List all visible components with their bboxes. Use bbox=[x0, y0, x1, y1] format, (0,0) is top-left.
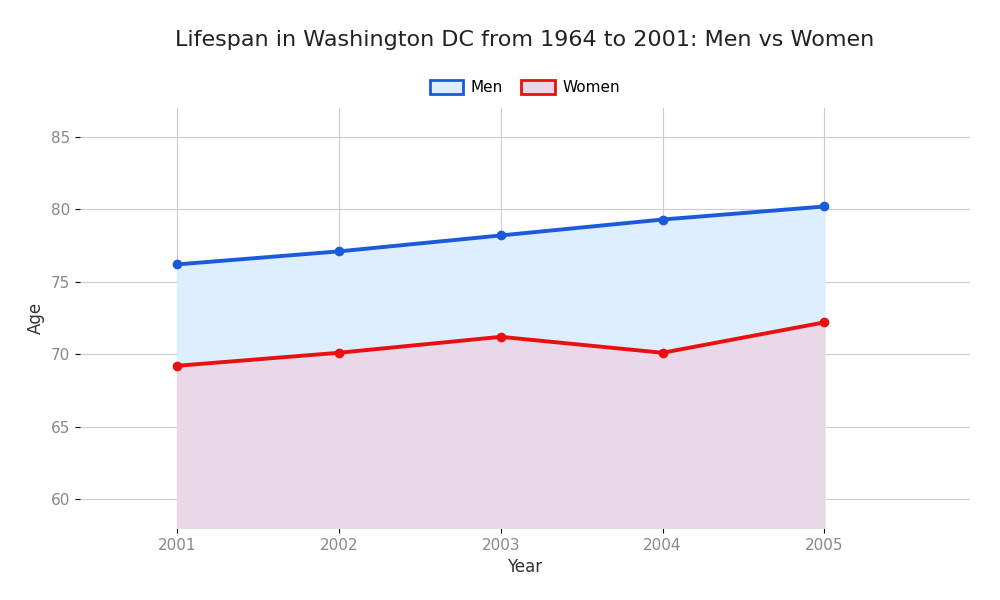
Men bbox=[171, 261, 183, 268]
X-axis label: Year: Year bbox=[507, 558, 543, 576]
Men bbox=[818, 203, 830, 210]
Women bbox=[495, 333, 507, 340]
Women bbox=[333, 349, 345, 356]
Men bbox=[495, 232, 507, 239]
Line: Women: Women bbox=[173, 318, 829, 370]
Women bbox=[657, 349, 669, 356]
Line: Men: Men bbox=[173, 202, 829, 269]
Men bbox=[333, 248, 345, 255]
Y-axis label: Age: Age bbox=[27, 302, 45, 334]
Legend: Men, Women: Men, Women bbox=[424, 74, 626, 101]
Women bbox=[171, 362, 183, 370]
Title: Lifespan in Washington DC from 1964 to 2001: Men vs Women: Lifespan in Washington DC from 1964 to 2… bbox=[175, 29, 875, 49]
Women bbox=[818, 319, 830, 326]
Men bbox=[657, 216, 669, 223]
